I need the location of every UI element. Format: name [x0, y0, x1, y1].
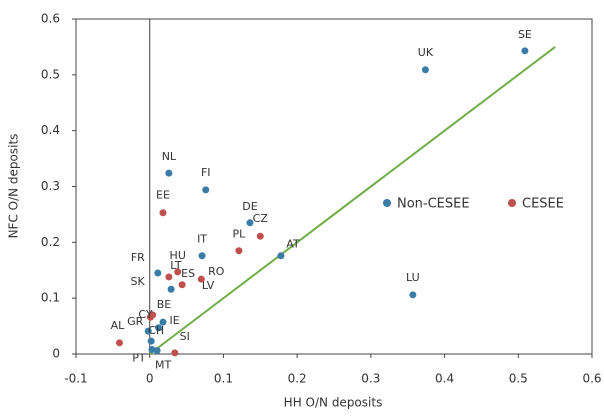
point-label: MT	[155, 359, 171, 372]
x-axis-label: HH O/N deposits	[284, 396, 383, 410]
point	[144, 327, 152, 335]
legend-label: CESEE	[522, 197, 564, 212]
point	[198, 252, 206, 260]
y-tick-label: 0.3	[41, 179, 60, 193]
legend-marker	[383, 199, 391, 207]
point-label: GR	[127, 315, 144, 328]
x-tick-label: 0.4	[435, 372, 454, 386]
point-label: PL	[233, 228, 247, 241]
x-tick-label: 0.6	[582, 372, 601, 386]
legend-label: Non-CESEE	[397, 197, 470, 212]
plot-frame	[75, 18, 593, 355]
y-tick-label: 0.5	[41, 67, 60, 81]
point-label: LU	[406, 271, 420, 284]
point	[146, 313, 154, 321]
point	[159, 318, 167, 326]
point-label: AT	[286, 238, 300, 251]
point	[154, 269, 162, 277]
point-label: AL	[111, 319, 126, 332]
point-label: LV	[202, 279, 215, 292]
point-label: RO	[208, 265, 225, 278]
point	[174, 268, 182, 276]
point-label: EE	[156, 189, 170, 202]
point-label: SI	[180, 330, 190, 343]
point	[277, 252, 285, 260]
point	[197, 275, 205, 283]
x-tick-label: 0	[146, 372, 154, 386]
x-tick-label: 0.2	[288, 372, 307, 386]
point	[421, 66, 429, 74]
point-label: SE	[518, 28, 532, 41]
point-label: DE	[242, 200, 257, 213]
point	[256, 232, 264, 240]
point-label: BE	[157, 298, 172, 311]
point	[171, 349, 179, 357]
point-label: FR	[131, 251, 145, 264]
reference-line	[149, 46, 556, 355]
point	[147, 337, 155, 345]
point-label: CH	[148, 324, 164, 337]
point	[235, 247, 243, 255]
point	[115, 339, 123, 347]
y-tick-label: 0.1	[41, 291, 60, 305]
point-label: ES	[181, 267, 195, 280]
y-axis-label: NFC O/N deposits	[7, 134, 21, 239]
y-tick-label: 0.2	[41, 235, 60, 249]
point	[165, 169, 173, 177]
point-label: HU	[170, 249, 186, 262]
point-label: LT	[170, 259, 182, 272]
point	[167, 285, 175, 293]
point	[153, 347, 161, 355]
point-label: SK	[131, 275, 146, 288]
point	[521, 47, 529, 55]
x-tick-label: 0.5	[509, 372, 528, 386]
y-tick-label: 0.4	[41, 123, 60, 137]
point-label: NL	[162, 150, 177, 163]
point	[246, 219, 254, 227]
y-tick-label: 0.6	[41, 12, 60, 26]
x-tick-label: 0.3	[361, 372, 380, 386]
point-label: FI	[201, 166, 211, 179]
point-label: PT	[132, 352, 146, 365]
point-label: UK	[418, 46, 434, 59]
point-label: IT	[197, 233, 207, 246]
point-label: IE	[169, 314, 179, 327]
point	[155, 324, 163, 332]
point	[409, 291, 417, 299]
point	[159, 209, 167, 217]
y-tick-label: 0	[52, 347, 60, 361]
legend-marker	[508, 199, 516, 207]
point	[165, 273, 173, 281]
point	[202, 186, 210, 194]
point	[178, 281, 186, 289]
x-tick-label: -0.1	[64, 372, 87, 386]
point-label: CY	[138, 308, 152, 321]
point-label: CZ	[253, 212, 269, 225]
x-tick-label: 0.1	[214, 372, 233, 386]
